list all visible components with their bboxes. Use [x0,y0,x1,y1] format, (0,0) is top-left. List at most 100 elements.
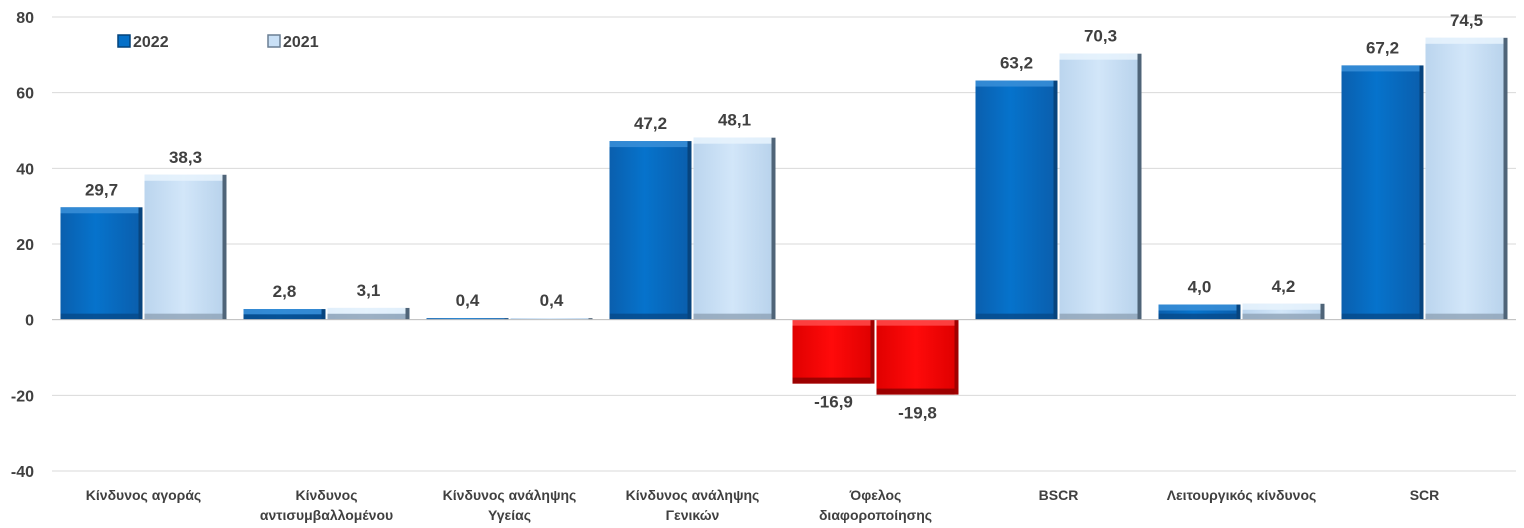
bar-2021 [876,319,955,395]
data-labels: 29,7 38,3 2,8 3,1 0,4 0,4 47,2 48,1 -16,9 -19,8 63… [85,11,1483,423]
bar-bevel [693,137,772,144]
data-label: 47,2 [634,114,667,133]
bar-bevel-bottom [792,377,871,384]
data-label: -16,9 [814,393,853,412]
data-label: 2,8 [273,282,297,301]
bar-2021 [144,174,223,320]
bar-edge [405,307,410,320]
legend-label: 2021 [283,34,319,51]
data-label: 38,3 [169,148,202,167]
data-label: 70,3 [1084,27,1117,46]
y-tick-label: -40 [11,464,34,481]
bar-bevel-bottom [327,313,406,320]
data-label: -19,8 [898,404,937,423]
bar-edge [870,319,875,384]
bar-bevel-bottom [60,313,139,320]
x-tick-label: Γενικών [666,507,720,523]
bar-bevel [243,309,322,315]
bar-edge [321,309,326,320]
bar-bevel-bottom [1242,313,1321,320]
x-tick-label: SCR [1410,487,1440,503]
gridlines [52,16,1516,472]
bar-2021 [693,137,772,320]
x-tick-label: Υγείας [488,507,531,523]
y-tick-label: 40 [16,161,34,178]
bar-bevel [975,80,1054,87]
bar-edge [1320,303,1325,320]
bar-bevel-bottom [975,313,1054,320]
bar-bevel [60,207,139,214]
bar-edge [138,207,143,320]
x-tick-label: Λειτουργικός κίνδυνος [1167,487,1317,503]
legend-swatch [267,34,281,48]
bar-2022 [426,318,505,320]
y-tick-label: 60 [16,86,34,103]
bar-bevel [327,307,406,314]
data-label: 3,1 [357,281,381,300]
bar-2021 [510,318,589,320]
data-label: 63,2 [1000,54,1033,73]
bar-edge [1236,304,1241,320]
bar-edge [771,137,776,320]
bar-bevel-bottom [1158,313,1237,320]
bar-bevel [609,141,688,148]
legend-swatch [117,34,131,48]
bar-bevel [1341,65,1420,72]
bar-edge [1419,65,1424,320]
data-label: 29,7 [85,180,118,199]
bar-edge [222,174,227,320]
x-tick-label: Όφελος [849,487,902,503]
bar-2022 [1341,65,1420,320]
bar-edge [504,318,509,320]
bar-2022 [609,141,688,320]
bar-bevel-bottom [609,313,688,320]
bar-bevel [1242,303,1321,310]
y-tick-label: 80 [16,10,34,27]
y-axis-ticks: -40 -20 0 20 40 60 80 [11,10,34,481]
data-label: 0,4 [540,291,564,310]
legend: 2022 2021 [117,34,319,51]
bar-edge [687,141,692,320]
data-label: 0,4 [456,291,480,310]
bar-bevel [876,319,955,326]
bar-bevel-bottom [1059,313,1138,320]
y-tick-label: 0 [25,313,34,330]
bar-bevel-bottom [876,388,955,395]
bar-bevel [1059,53,1138,60]
bar-bevel [144,174,223,181]
bar-bevel [1425,37,1504,44]
x-tick-label: Κίνδυνος ανάληψης [443,487,577,503]
x-axis-categories: Κίνδυνος αγοράς Κίνδυνος αντισυμβαλλομένου… [86,487,1440,523]
bar-2021 [1425,37,1504,320]
x-tick-label: Κίνδυνος αγοράς [86,487,201,503]
data-label: 67,2 [1366,38,1399,57]
bar-edge [1053,80,1058,320]
data-label: 4,0 [1188,278,1212,297]
bar-bevel-bottom [1425,313,1504,320]
bar-2021 [1059,53,1138,320]
x-tick-label: αντισυμβαλλομένου [260,507,393,523]
x-tick-label: BSCR [1039,487,1079,503]
bar-bevel-bottom [1341,313,1420,320]
data-label: 4,2 [1272,277,1296,296]
data-label: 48,1 [718,111,751,130]
bars [60,37,1508,395]
bar-2022 [792,319,871,384]
bar-bevel [1158,304,1237,311]
legend-label: 2022 [133,34,169,51]
y-tick-label: -20 [11,388,34,405]
bar-edge [1503,37,1508,320]
bar-bevel [792,319,871,326]
bar-edge [1137,53,1142,320]
bar-bevel-bottom [144,313,223,320]
y-tick-label: 20 [16,237,34,254]
x-tick-label: διαφοροποίησης [819,507,932,523]
bar-edge [588,318,593,320]
bar-edge [954,319,959,395]
x-tick-label: Κίνδυνος [295,487,357,503]
data-label: 74,5 [1450,11,1483,30]
bar-bevel-bottom [243,314,322,320]
bar-2022 [975,80,1054,320]
x-tick-label: Κίνδυνος ανάληψης [626,487,760,503]
